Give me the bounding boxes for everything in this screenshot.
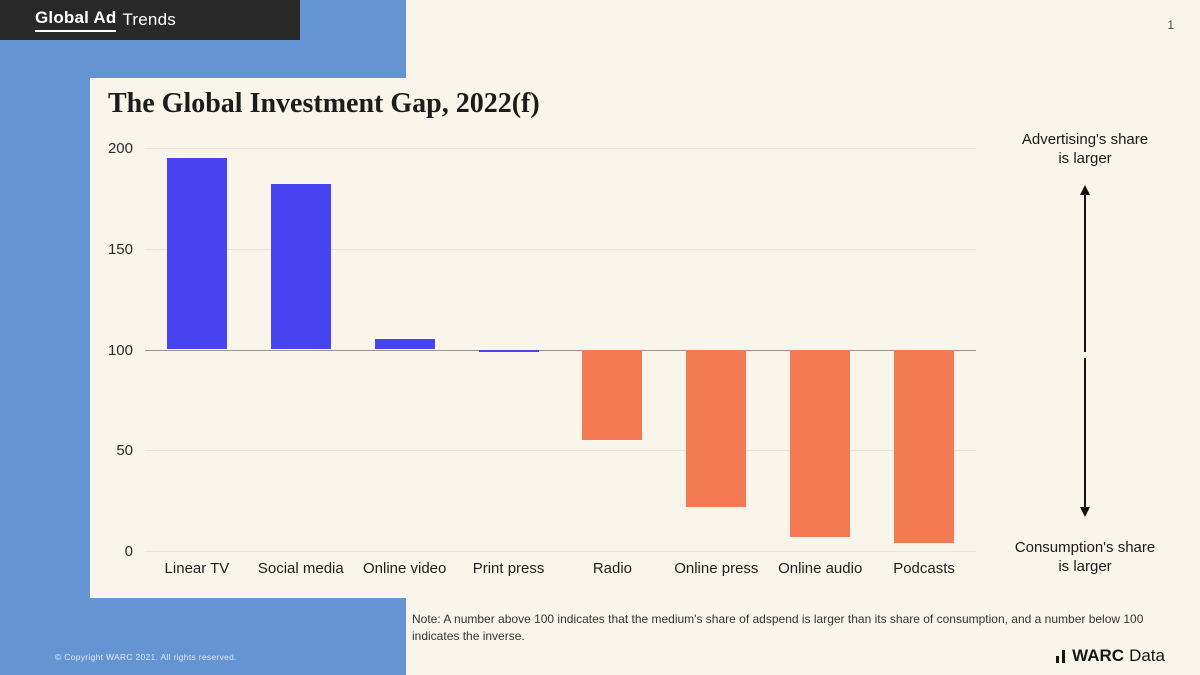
x-label-podcasts: Podcasts xyxy=(893,560,955,577)
report-title-bold: Global Ad xyxy=(35,8,117,32)
bar-podcasts xyxy=(894,349,955,543)
annotation-consumption-line2: is larger xyxy=(1058,557,1112,575)
bar-radio xyxy=(582,349,643,441)
gridline-200 xyxy=(145,148,976,149)
arrow-line-lower xyxy=(1084,358,1086,509)
x-label-radio: Radio xyxy=(592,560,633,577)
direction-arrow xyxy=(1080,185,1090,517)
warc-data-logo: WARC Data xyxy=(1056,646,1165,666)
x-label-online-audio: Online audio xyxy=(778,560,863,577)
x-axis-labels: Linear TV Social media Online video Prin… xyxy=(145,560,976,577)
y-tick-200: 200 xyxy=(107,140,133,157)
report-title-regular: Trends xyxy=(122,10,176,29)
y-tick-50: 50 xyxy=(116,442,133,459)
annotation-consumption-line1: Consumption's share xyxy=(1014,539,1156,556)
annotation-consumption: Consumption's share is larger xyxy=(990,539,1180,577)
chart-note: Note: A number above 100 indicates that … xyxy=(412,612,1144,644)
annotation-advertising-line1: Advertising's share xyxy=(1021,131,1149,148)
x-label-online-press: Online press xyxy=(674,560,759,577)
chart-title: The Global Investment Gap, 2022(f) xyxy=(108,88,540,119)
report-header: Global Ad Trends xyxy=(0,0,300,40)
y-tick-0: 0 xyxy=(124,543,133,560)
y-tick-150: 150 xyxy=(107,241,133,258)
bar-social-media xyxy=(270,184,331,350)
annotation-advertising-line2: is larger xyxy=(1058,149,1112,167)
arrow-up-icon xyxy=(1080,185,1090,195)
annotation-advertising: Advertising's share is larger xyxy=(990,131,1180,169)
x-label-social-media: Social media xyxy=(257,560,344,577)
logo-text-regular: Data xyxy=(1129,646,1165,665)
x-label-print-press: Print press xyxy=(472,560,545,577)
x-label-linear-tv: Linear TV xyxy=(164,560,230,577)
x-label-online-video: Online video xyxy=(362,560,447,577)
page-number: 1 xyxy=(1167,18,1174,32)
gridline-0 xyxy=(145,551,976,552)
logo-text-bold: WARC xyxy=(1072,646,1125,665)
copyright-text: © Copyright WARC 2021. All rights reserv… xyxy=(55,652,237,662)
gridline-150 xyxy=(145,248,976,250)
plot-area xyxy=(145,148,976,552)
baseline-100 xyxy=(145,349,976,351)
bar-chart-icon xyxy=(1056,649,1066,663)
bar-print-press xyxy=(478,349,539,352)
gridline-50 xyxy=(145,450,976,452)
arrow-line-upper xyxy=(1084,193,1086,352)
arrow-down-icon xyxy=(1080,507,1090,517)
bar-online-press xyxy=(686,349,747,507)
bar-online-audio xyxy=(790,349,851,537)
bar-linear-tv xyxy=(166,158,227,350)
bar-online-video xyxy=(374,339,435,350)
y-tick-100: 100 xyxy=(107,342,133,359)
